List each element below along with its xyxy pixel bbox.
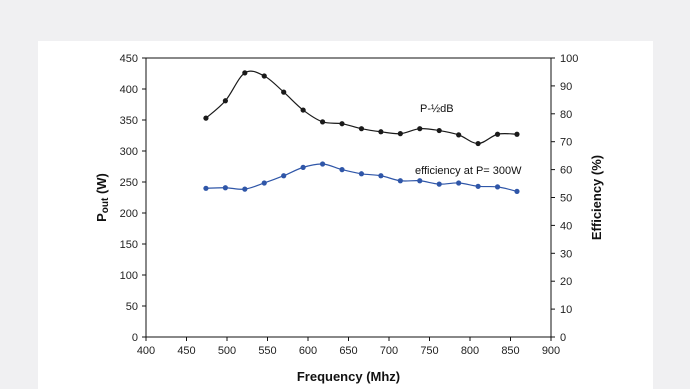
data-point-p-half-db xyxy=(397,131,403,137)
x-tick-label: 750 xyxy=(420,345,438,357)
y-left-tick-label: 400 xyxy=(120,84,138,96)
y-right-tick-label: 10 xyxy=(560,304,572,316)
series-label-efficiency: efficiency at P= 300W xyxy=(415,165,522,177)
y-right-tick-label: 60 xyxy=(560,165,572,177)
plot-frame xyxy=(145,57,552,338)
data-point-p-half-db xyxy=(222,98,228,104)
x-tick-label: 900 xyxy=(542,345,560,357)
y-right-tick-label: 0 xyxy=(560,332,566,344)
data-point-efficiency xyxy=(319,161,326,167)
y-left-tick-label: 300 xyxy=(120,146,138,158)
data-point-p-half-db xyxy=(494,131,501,137)
y-left-tick-label: 250 xyxy=(120,177,138,189)
data-point-p-half-db xyxy=(417,126,423,132)
x-tick-label: 850 xyxy=(501,345,519,357)
data-point-efficiency xyxy=(378,173,384,179)
y-right-tick-label: 50 xyxy=(560,193,572,205)
y-axis-title-left-unit: (W) xyxy=(94,173,109,198)
y-left-tick-label: 450 xyxy=(120,53,138,65)
series-line-p-half-db xyxy=(205,70,517,145)
data-point-p-half-db xyxy=(203,115,209,121)
chart-card: 400 450 500 550 600 650 700 750 800 850 900 0 50 100 1… xyxy=(38,41,653,389)
y-left-tick-label: 0 xyxy=(132,332,138,344)
data-point-efficiency xyxy=(494,184,501,190)
x-tick-label: 400 xyxy=(137,345,155,357)
data-point-efficiency xyxy=(456,180,462,186)
chart: 400 450 500 550 600 650 700 750 800 850 9000501001… xyxy=(94,53,604,384)
data-point-efficiency xyxy=(281,173,287,179)
x-tick-label: 800 xyxy=(461,345,479,357)
y-right-tick-label: 30 xyxy=(560,248,572,260)
y-left-tick-label: 150 xyxy=(120,239,138,251)
data-point-efficiency xyxy=(475,183,481,189)
x-tick-label: 550 xyxy=(258,345,276,357)
y-left-tick-label: 50 xyxy=(126,301,138,313)
data-point-efficiency xyxy=(358,171,365,177)
y-right-tick-label: 70 xyxy=(560,137,572,149)
data-point-efficiency xyxy=(514,188,520,194)
y-right-tick-label: 100 xyxy=(560,53,578,65)
x-axis-title: Frequency (Mhz) xyxy=(297,369,400,384)
y-axis-title-left-main: P xyxy=(94,213,109,222)
plot-marks xyxy=(203,70,520,194)
data-point-p-half-db xyxy=(319,119,326,125)
y-left-tick-label: 100 xyxy=(120,270,138,282)
plot-axes: 400 450 500 550 600 650 700 750 800 850 9000501001… xyxy=(120,53,579,357)
data-point-p-half-db xyxy=(261,73,267,79)
y-right-tick-label: 20 xyxy=(560,276,572,288)
x-tick-label: 450 xyxy=(177,345,195,357)
data-point-efficiency xyxy=(222,185,228,191)
series-label-p-half-db: P-½dB xyxy=(420,103,454,115)
x-tick-label: 650 xyxy=(339,345,357,357)
data-point-efficiency xyxy=(242,186,248,192)
data-point-efficiency xyxy=(417,178,423,184)
data-point-p-half-db xyxy=(456,132,462,138)
data-point-efficiency xyxy=(203,185,209,191)
y-axis-title-right: Efficiency (%) xyxy=(589,155,604,240)
data-point-p-half-db xyxy=(358,126,365,132)
x-tick-label: 600 xyxy=(299,345,317,357)
data-point-p-half-db xyxy=(281,89,287,95)
data-point-p-half-db xyxy=(378,129,384,135)
data-point-p-half-db xyxy=(242,70,248,76)
y-axis-title-left-subscript: out xyxy=(100,197,111,213)
data-point-efficiency xyxy=(436,181,442,187)
data-point-p-half-db xyxy=(475,140,481,147)
x-tick-label: 500 xyxy=(218,345,236,357)
y-left-tick-label: 350 xyxy=(120,115,138,127)
data-point-p-half-db xyxy=(339,121,345,127)
y-right-tick-label: 80 xyxy=(560,109,572,121)
y-right-tick-label: 90 xyxy=(560,81,572,93)
data-point-efficiency xyxy=(339,167,345,173)
data-point-p-half-db xyxy=(436,127,442,134)
data-point-efficiency xyxy=(300,164,306,170)
data-point-p-half-db xyxy=(300,107,306,113)
data-point-efficiency xyxy=(261,180,267,186)
y-right-tick-label: 40 xyxy=(560,220,572,232)
y-left-tick-label: 200 xyxy=(120,208,138,220)
data-point-p-half-db xyxy=(514,131,520,137)
data-point-efficiency xyxy=(397,178,403,184)
y-axis-title-left: Pout (W) xyxy=(94,173,111,222)
x-tick-label: 700 xyxy=(380,345,398,357)
